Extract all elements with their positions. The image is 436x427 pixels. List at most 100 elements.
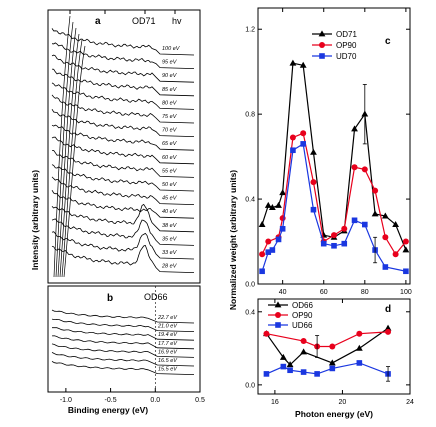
panel-a-edc-curve [51,94,195,124]
panel-d-legend-marker [275,322,281,328]
panel-a-edc-curve [51,42,195,69]
panel-a-edc-label: 95 eV [162,60,178,66]
panel-a-sample: OD71 [132,16,156,26]
panel-c-data-point [310,148,317,155]
panel-a-edc-curve [51,82,195,110]
panel-a-edc-curve [51,108,195,137]
panel-a-edc-curve [51,189,195,219]
panel-c-legend-marker [319,42,325,48]
panel-c-legend-marker [318,30,326,37]
panel-a-edc-curve [51,149,195,178]
panel-b-edc-curve [52,327,195,341]
panel-b-edc-curve [51,335,195,350]
panel-b-edc-curve [51,343,195,358]
panel-d-data-point [286,361,294,368]
panel-c-data-point [279,226,286,232]
panel-d-data-point [280,363,287,370]
panel-c-ytick-label: 0.0 [245,282,255,289]
panel-d-data-point [328,359,336,366]
panel-c-data-point [275,236,282,243]
panel-a-letter: a [95,16,101,27]
panel-b-xtick-label: 0.5 [195,397,205,404]
panel-d-legend-label: UD66 [292,321,313,330]
panel-a-edc-label: 33 eV [162,250,178,256]
panel-c-data-point [259,251,266,258]
panel-b-sample: OD66 [144,292,168,302]
panel-d-data-point [329,343,336,350]
panel-a-edc-label: 45 eV [162,196,178,202]
panel-c-data-point [258,220,266,227]
panel-a-onset-line [57,27,77,278]
panel-c-legend-label: OP90 [336,41,357,50]
panel-a-edc-label: 65 eV [162,141,178,147]
panel-c-ytick-label: 0.4 [245,197,255,204]
panel-a-edc-curve [51,176,195,205]
panel-c: 40 60 80 100 0.0 0.4 0.8 1.2 c OD71 OP90 UD70 Normal… [228,7,412,310]
panel-d-series-line [266,331,389,348]
panel-c-data-point [351,164,358,171]
panel-d-ytick-label: 0.0 [245,382,255,389]
panel-d-legend-label: OP90 [292,311,313,320]
panel-c-data-point [372,187,379,194]
panel-a-edc-curve [51,231,195,260]
panel-a: a OD71 hv Intensity (arbitrary units) 100 eV… [30,9,201,284]
panel-d-data-point [287,367,293,374]
panel-c-ytick-label: 0.8 [245,112,255,119]
panel-c-data-point [289,59,297,66]
panel-b-edc-label: 16.9 eV [158,349,178,355]
panel-b-edc-label: 17.7 eV [158,341,178,347]
panel-b-edc-label: 16.5 eV [158,358,178,364]
panel-a-onset-line [53,15,71,278]
panel-a-edc-curve [51,136,195,165]
panel-d-data-point [300,348,307,355]
panel-c-legend-marker [319,53,325,59]
panel-d-xtick-label: 20 [339,399,347,406]
panel-a-edc-label: 90 eV [162,73,178,79]
panel-b-edc-label: 22.7 eV [157,315,178,321]
panel-a-header: hv [172,16,182,26]
panel-a-onset-line [59,33,80,278]
panel-c-series-line [261,142,407,272]
panel-b-xtick-label: 0.0 [150,397,160,404]
panel-b-edc-curve [51,361,195,375]
panel-a-onset-line [61,39,83,278]
panel-a-edc-curve [51,28,195,56]
panel-c-data-point [310,206,317,213]
panel-a-edc-curve [51,68,195,97]
panel-c-data-point [382,264,389,270]
panel-c-data-point [259,268,265,275]
panel-c-data-point [331,242,337,249]
panel-d-data-point [263,330,270,337]
panel-b-edc-curve [51,352,195,367]
panel-c-ytick-label: 1.2 [245,27,255,34]
panel-a-edc-label: 38 eV [162,223,178,229]
panel-c-data-point [265,238,272,245]
panel-a-edc-label: 28 eV [161,264,178,270]
panel-c-data-point [275,201,282,208]
panel-d-data-point [384,324,392,331]
panel-a-edc-curve [51,54,195,83]
panel-b: b OD66 -1.0 -0.5 0.0 0.5 Binding energy (eV) 22… [47,285,205,415]
panel-d-data-point [356,330,363,337]
panel-d-data-point [314,371,320,377]
panel-c-data-point [264,201,272,208]
panel-d-data-point [356,360,363,366]
panel-a-edc-label: 50 eV [162,182,178,188]
panel-a-edc-label: 40 eV [162,209,178,215]
panel-d-data-point [329,365,336,372]
panel-c-data-point [351,125,358,132]
panel-c-data-point [361,166,368,173]
panel-a-edc-label: 80 eV [162,100,178,106]
panel-d-frame [257,298,411,395]
panel-b-edc-label: 21.0 eV [157,324,178,330]
panel-a-edc-label: 100 eV [162,46,181,52]
panel-d-letter: d [385,304,391,315]
panel-a-edc-label: 85 eV [162,87,178,93]
panel-d-data-point [355,344,363,351]
panel-a-edc-label: 70 eV [162,128,178,134]
panel-b-frame [47,285,201,393]
panel-c-data-point [265,249,272,255]
panel-c-data-point [300,130,307,137]
